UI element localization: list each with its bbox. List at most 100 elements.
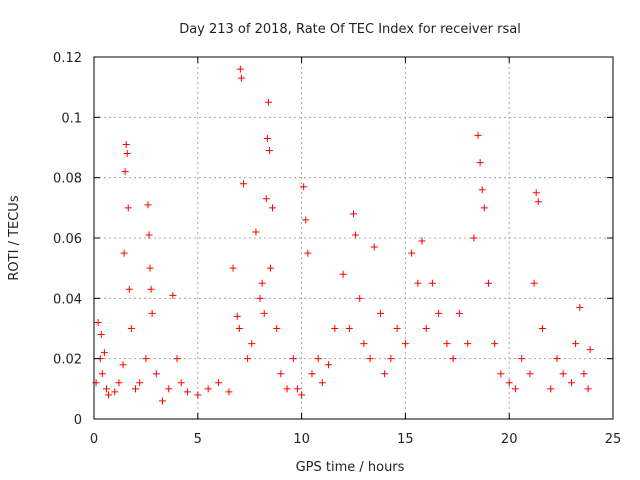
x-tick-label: 20 <box>501 432 518 447</box>
data-point <box>194 391 202 399</box>
axis-ticks: 0 5 10 15 20 25 0 0.02 0.04 0.06 0.08 0.1 0.12 <box>53 51 621 447</box>
x-axis-label: GPS time / hours <box>296 460 405 475</box>
data-point <box>435 309 443 317</box>
data-point <box>252 228 260 236</box>
data-point <box>97 331 105 339</box>
data-point <box>401 340 409 348</box>
data-point <box>298 391 306 399</box>
data-point <box>518 355 526 363</box>
data-point <box>237 74 245 82</box>
data-point <box>345 325 353 332</box>
data-point <box>239 180 247 188</box>
data-point <box>105 391 113 399</box>
data-point <box>339 270 347 278</box>
data-point <box>325 361 333 369</box>
data-point <box>120 249 128 257</box>
data-point <box>100 349 108 357</box>
y-tick-label: 0.04 <box>53 292 82 307</box>
x-tick-label: 15 <box>397 432 414 447</box>
data-point <box>127 325 135 332</box>
data-point <box>491 340 499 348</box>
data-point <box>125 285 133 293</box>
data-point <box>497 370 505 378</box>
x-tick-label: 10 <box>293 432 310 447</box>
data-point <box>159 397 167 405</box>
data-point <box>236 65 244 73</box>
data-point <box>505 379 513 387</box>
data-point <box>360 340 368 348</box>
data-point <box>480 204 488 212</box>
data-point <box>277 370 285 378</box>
data-point <box>98 370 106 378</box>
data-point <box>183 388 191 396</box>
data-point <box>225 388 233 396</box>
y-tick-label: 0.06 <box>53 232 82 247</box>
data-point <box>586 346 594 354</box>
data-point <box>119 361 127 369</box>
data-point <box>584 385 592 393</box>
data-point <box>248 340 256 348</box>
data-point <box>258 279 266 287</box>
data-point <box>331 325 339 332</box>
data-point <box>165 385 173 393</box>
data-point <box>148 309 156 317</box>
data-point <box>94 318 102 326</box>
data-point <box>474 131 482 139</box>
data-point <box>370 243 378 251</box>
data-point <box>233 312 241 320</box>
y-tick-label: 0.08 <box>53 172 82 187</box>
data-point <box>572 340 580 348</box>
data-point <box>111 388 119 396</box>
data-point <box>283 385 291 393</box>
data-point <box>538 325 546 332</box>
data-point <box>142 355 150 363</box>
data-point <box>553 355 561 363</box>
data-point <box>484 279 492 287</box>
data-point <box>476 159 484 167</box>
data-point <box>318 379 326 387</box>
data-point <box>121 168 129 176</box>
data-point <box>204 385 212 393</box>
data-point <box>418 237 426 245</box>
data-point <box>146 264 154 272</box>
data-point <box>262 195 270 203</box>
data-point <box>449 355 457 363</box>
data-point <box>304 249 312 257</box>
data-point <box>443 340 451 348</box>
x-tick-label: 5 <box>194 432 202 447</box>
y-tick-label: 0.12 <box>53 51 82 66</box>
data-point <box>244 355 252 363</box>
data-point <box>177 379 185 387</box>
data-point <box>266 264 274 272</box>
x-tick-label: 0 <box>90 432 98 447</box>
data-point <box>422 325 430 332</box>
data-point <box>152 370 160 378</box>
data-point <box>136 379 144 387</box>
data-point <box>526 370 534 378</box>
data-point <box>264 98 272 106</box>
data-point <box>414 279 422 287</box>
data-point <box>302 216 310 224</box>
data-point <box>215 379 223 387</box>
data-point <box>532 189 540 197</box>
data-point <box>300 183 308 191</box>
y-tick-label: 0.1 <box>61 111 82 126</box>
data-point <box>269 204 277 212</box>
data-point <box>293 385 301 393</box>
data-point <box>470 234 478 242</box>
data-point <box>455 309 463 317</box>
data-point <box>102 385 110 393</box>
data-point <box>352 231 360 239</box>
data-point <box>393 325 401 332</box>
data-point <box>229 264 237 272</box>
data-point <box>123 150 131 158</box>
data-point <box>547 385 555 393</box>
data-point <box>559 370 567 378</box>
data-point <box>256 294 264 302</box>
data-point <box>147 285 155 293</box>
data-point <box>289 355 297 363</box>
data-point <box>122 140 130 148</box>
data-point <box>273 325 281 332</box>
data-point <box>144 201 152 209</box>
